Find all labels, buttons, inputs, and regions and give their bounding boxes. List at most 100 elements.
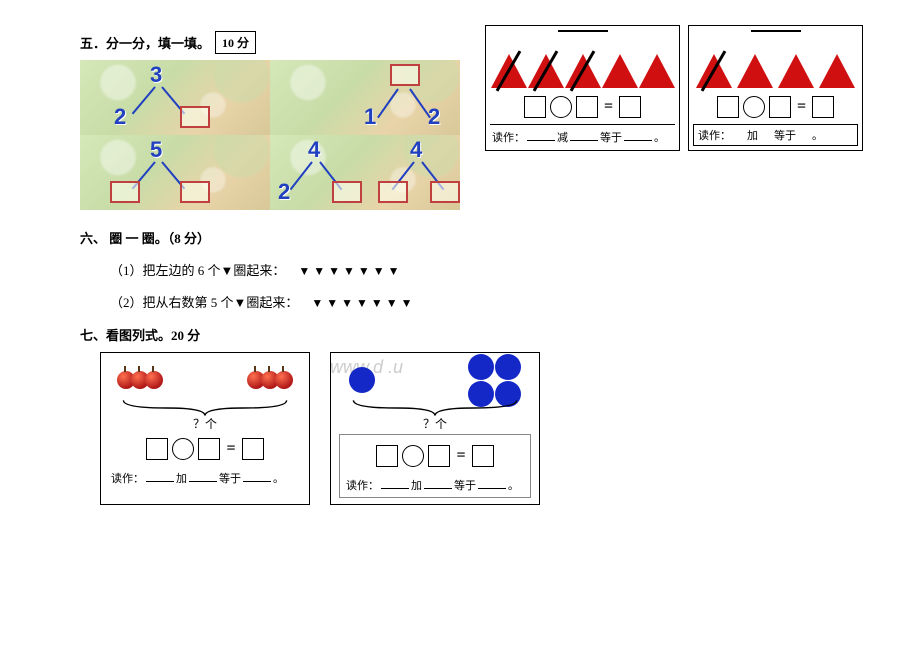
bond-answer-box[interactable] xyxy=(378,181,408,203)
fill-blank[interactable] xyxy=(189,470,217,482)
brace-icon xyxy=(109,397,301,419)
dot-icon xyxy=(349,367,375,393)
read-label: 读作： xyxy=(492,129,525,145)
slash-icon xyxy=(694,52,734,92)
result-box[interactable] xyxy=(619,96,641,118)
equals-sign: = xyxy=(224,440,237,458)
brace-row xyxy=(109,397,301,419)
bond-line xyxy=(290,161,313,190)
fill-blank[interactable] xyxy=(146,470,174,482)
eq-word: 等于 xyxy=(774,127,796,143)
inner-equation-panel: = 读作： 加 等于 。 xyxy=(339,434,531,498)
triangle-markers[interactable]: ▼▼▼▼▼▼▼ xyxy=(298,264,402,278)
bond-cell-4: 4 2 4 xyxy=(270,135,460,210)
slash-icon xyxy=(489,52,529,92)
apple-icon xyxy=(275,371,293,389)
section-6-text: 六、 圈 一 圈。（8 分） xyxy=(80,228,210,247)
q1-text: （1）把左边的 6 个▼圈起来： xyxy=(110,263,285,278)
operand-box[interactable] xyxy=(376,445,398,467)
fill-blank[interactable] xyxy=(478,477,506,489)
triangle-row xyxy=(693,38,858,88)
equation-row: = xyxy=(693,96,858,118)
bond-answer-box[interactable] xyxy=(180,106,210,128)
panel-header-line xyxy=(751,30,801,32)
dots-row xyxy=(339,359,531,401)
q2-text: （2）把从右数第 5 个▼圈起来： xyxy=(110,295,298,310)
operand-box[interactable] xyxy=(769,96,791,118)
fill-blank[interactable] xyxy=(570,129,598,141)
triangle-icon xyxy=(565,54,601,88)
section-5-title: 五．分一分，填一填。 10 分 xyxy=(80,31,470,54)
triangle-markers[interactable]: ▼▼▼▼▼▼▼ xyxy=(311,296,415,310)
bond-right-num: 2 xyxy=(428,104,440,130)
op-word: 加 xyxy=(176,470,187,486)
bond-answer-box[interactable] xyxy=(110,181,140,203)
bond-top-num-2: 4 xyxy=(410,137,422,163)
result-box[interactable] xyxy=(812,96,834,118)
number-bonds-grid: 3 2 1 2 5 xyxy=(80,60,460,210)
bond-left-num: 2 xyxy=(278,179,290,205)
triangle-icon xyxy=(696,54,732,88)
result-box[interactable] xyxy=(472,445,494,467)
section-7-title: 七、看图列式。20 分 xyxy=(80,325,840,344)
triangle-panel-left: = 读作： 减 等于 。 xyxy=(485,25,680,151)
operand-box[interactable] xyxy=(576,96,598,118)
bond-line xyxy=(132,86,156,114)
triangle-icon xyxy=(819,54,855,88)
section-5-score: 10 分 xyxy=(215,31,256,54)
bond-top-num: 3 xyxy=(150,62,162,88)
slash-icon xyxy=(526,52,566,92)
fill-blank[interactable] xyxy=(424,477,452,489)
result-box[interactable] xyxy=(242,438,264,460)
figure-panel-dots: ？个 = 读作： 加 等于 。 xyxy=(330,352,540,505)
equals-sign: = xyxy=(602,98,615,116)
bond-answer-box[interactable] xyxy=(332,181,362,203)
eq-word: 等于 xyxy=(454,477,476,493)
dot-icon xyxy=(468,354,494,380)
bond-left-num: 1 xyxy=(364,104,376,130)
brace-row xyxy=(339,397,531,419)
section-7-text: 七、看图列式。20 分 xyxy=(80,325,200,344)
fill-blank[interactable] xyxy=(624,129,652,141)
bond-cell-3: 5 xyxy=(80,135,270,210)
bond-top-num: 5 xyxy=(150,137,162,163)
bond-answer-box[interactable] xyxy=(390,64,420,86)
fill-blank[interactable] xyxy=(243,470,271,482)
op-word: 加 xyxy=(747,127,758,143)
read-as-line: 读作： 加 等于 。 xyxy=(344,473,526,493)
apple-group-right xyxy=(249,371,291,389)
figure-panel-apples: ？个 = 读作： 加 等于 。 xyxy=(100,352,310,505)
triangle-icon xyxy=(491,54,527,88)
fill-blank[interactable] xyxy=(381,477,409,489)
read-as-line: 读作： 加 等于 。 xyxy=(693,124,858,146)
brace-icon xyxy=(339,397,531,419)
operand-box[interactable] xyxy=(146,438,168,460)
bond-answer-box[interactable] xyxy=(430,181,460,203)
period: 。 xyxy=(273,470,284,486)
operator-circle[interactable] xyxy=(402,445,424,467)
operator-circle[interactable] xyxy=(743,96,765,118)
bond-left-num: 2 xyxy=(114,104,126,130)
fill-blank[interactable] xyxy=(527,129,555,141)
section-6-title: 六、 圈 一 圈。（8 分） xyxy=(80,228,840,247)
period: 。 xyxy=(654,129,665,145)
operand-box[interactable] xyxy=(428,445,450,467)
period: 。 xyxy=(508,477,519,493)
triangle-icon xyxy=(639,54,675,88)
operator-circle[interactable] xyxy=(550,96,572,118)
operator-circle[interactable] xyxy=(172,438,194,460)
equals-sign: = xyxy=(795,98,808,116)
bond-cell-1: 3 2 xyxy=(80,60,270,135)
bond-answer-box[interactable] xyxy=(180,181,210,203)
triangle-icon xyxy=(737,54,773,88)
operand-box[interactable] xyxy=(717,96,739,118)
read-label: 读作： xyxy=(346,477,379,493)
read-label: 读作： xyxy=(698,127,731,143)
operand-box[interactable] xyxy=(524,96,546,118)
operand-box[interactable] xyxy=(198,438,220,460)
bond-top-num: 4 xyxy=(308,137,320,163)
eq-word: 等于 xyxy=(600,129,622,145)
eq-word: 等于 xyxy=(219,470,241,486)
panel-header-line xyxy=(558,30,608,32)
read-label: 读作： xyxy=(111,470,144,486)
